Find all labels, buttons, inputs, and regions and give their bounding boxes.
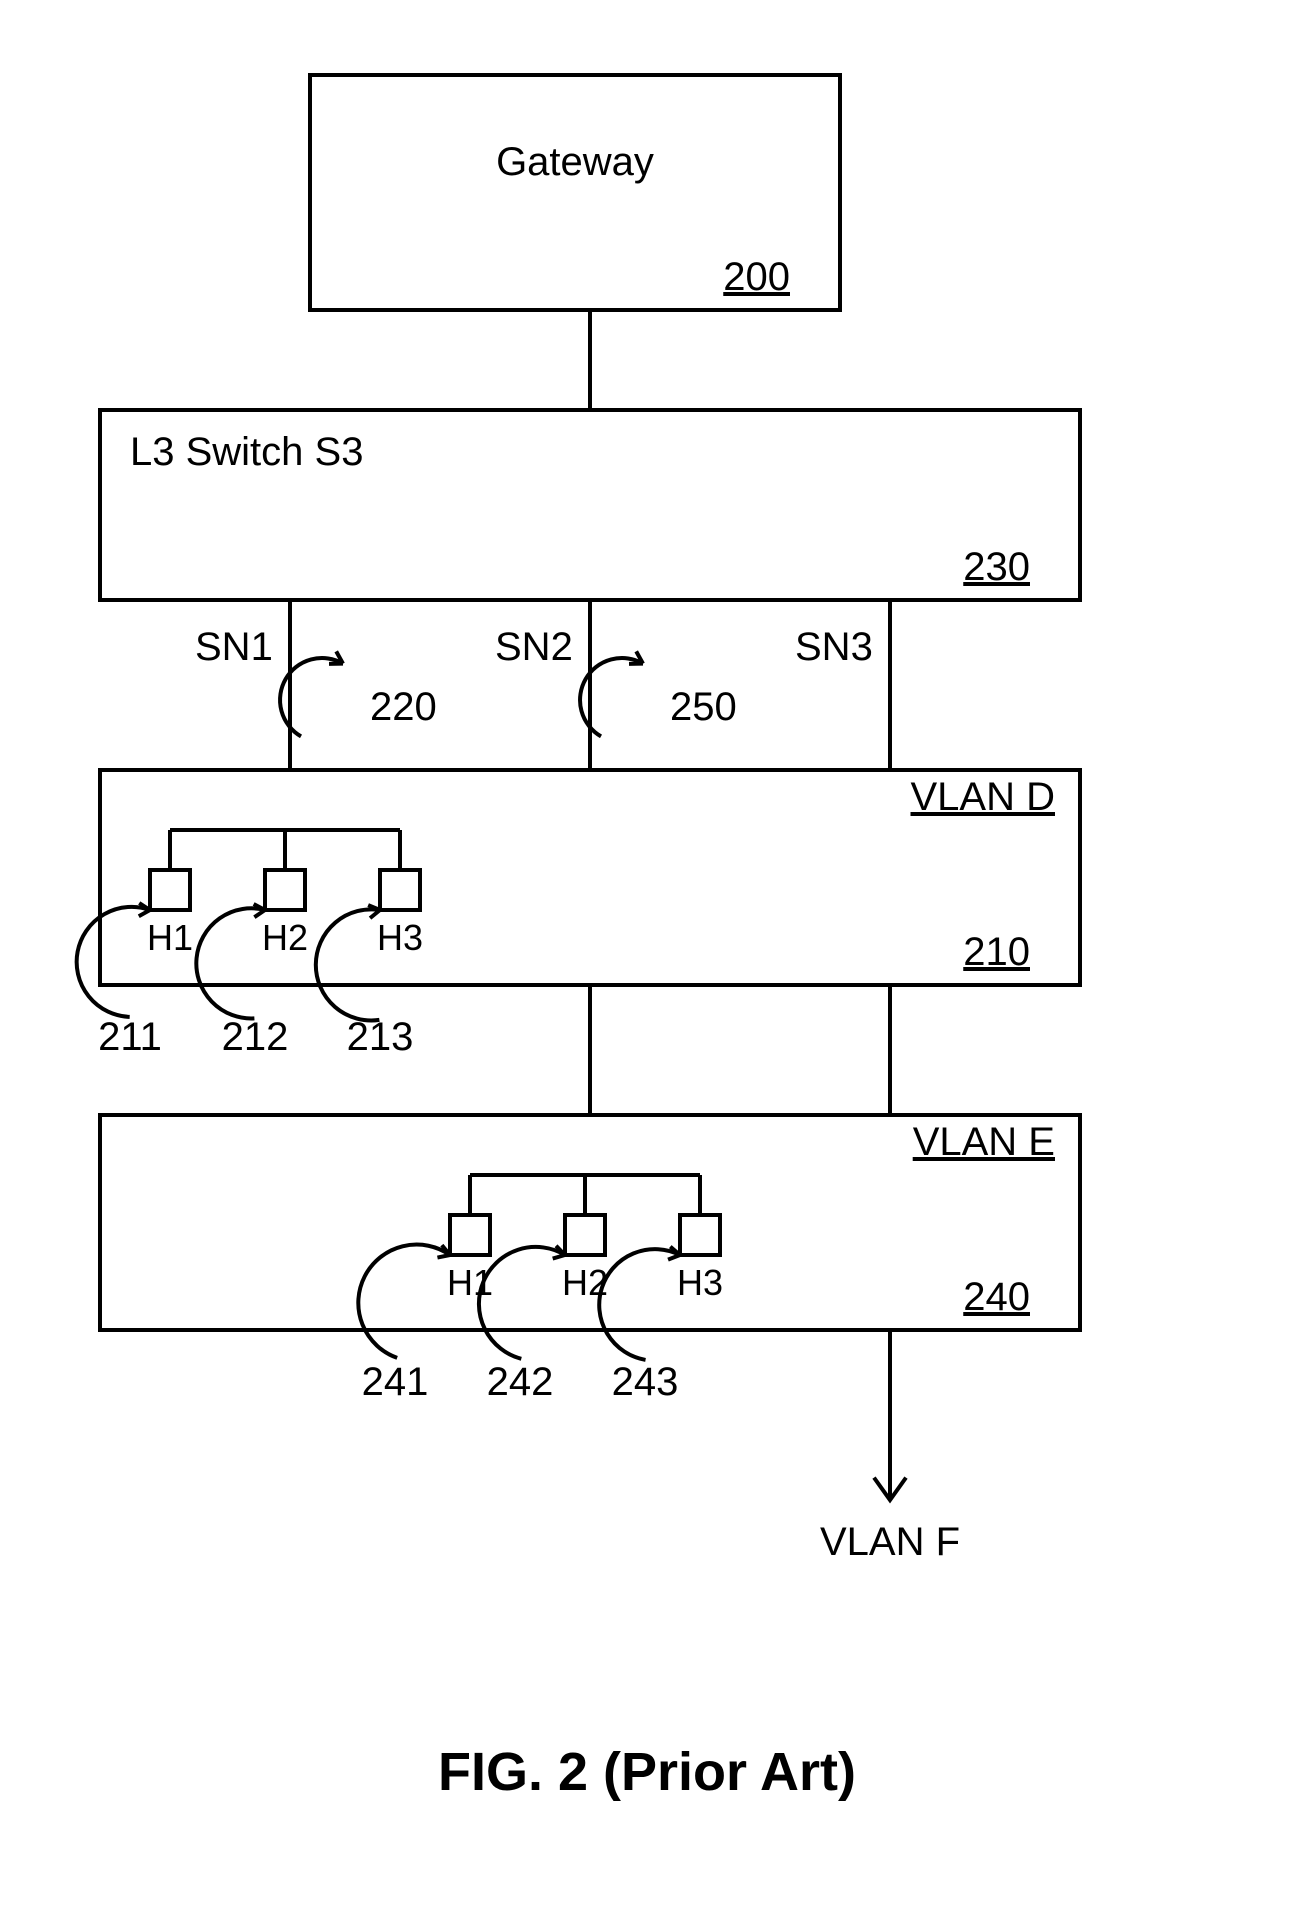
host-box-H3 bbox=[680, 1215, 720, 1255]
host-label: H3 bbox=[677, 1262, 723, 1303]
subnet-label-SN2: SN2 bbox=[495, 625, 573, 669]
host-ref: 213 bbox=[347, 1015, 414, 1059]
vlan-f-label: VLAN F bbox=[820, 1520, 960, 1564]
l3-switch-label: L3 Switch S3 bbox=[130, 430, 363, 474]
host-label: H1 bbox=[447, 1262, 493, 1303]
figure-caption: FIG. 2 (Prior Art) bbox=[438, 1742, 856, 1802]
subnet-label-SN1: SN1 bbox=[195, 625, 273, 669]
host-ref: 242 bbox=[487, 1360, 554, 1404]
host-box-H1 bbox=[450, 1215, 490, 1255]
host-label: H2 bbox=[262, 917, 308, 958]
subnet-ref-SN1: 220 bbox=[370, 685, 437, 729]
host-ref: 211 bbox=[98, 1015, 162, 1059]
host-box-H2 bbox=[265, 870, 305, 910]
host-box-H2 bbox=[565, 1215, 605, 1255]
host-ref: 212 bbox=[222, 1015, 289, 1059]
gateway-ref: 200 bbox=[723, 255, 790, 299]
gateway-label: Gateway bbox=[496, 140, 654, 184]
vlan-ref: 240 bbox=[963, 1275, 1030, 1319]
vlan-name: VLAN E bbox=[913, 1120, 1055, 1164]
host-ref: 241 bbox=[362, 1360, 429, 1404]
subnet-label-SN3: SN3 bbox=[795, 625, 873, 669]
host-box-H3 bbox=[380, 870, 420, 910]
host-label: H1 bbox=[147, 917, 193, 958]
host-ref: 243 bbox=[612, 1360, 679, 1404]
l3-switch-ref: 230 bbox=[963, 545, 1030, 589]
subnet-ref-SN2: 250 bbox=[670, 685, 737, 729]
host-box-H1 bbox=[150, 870, 190, 910]
host-label: H3 bbox=[377, 917, 423, 958]
vlan-name: VLAN D bbox=[911, 775, 1056, 819]
vlan-ref: 210 bbox=[963, 930, 1030, 974]
